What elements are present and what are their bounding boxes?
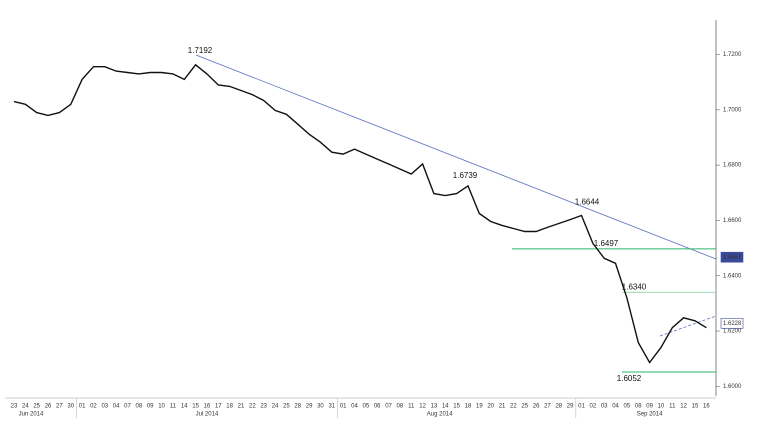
x-tick-label: 24 [272,404,279,410]
annotation: 1.7192 [188,46,213,55]
x-tick-label: 12 [419,404,426,410]
x-tick-label: 25 [521,404,528,410]
x-tick-label: 30 [67,404,74,410]
x-tick-label: 08 [136,404,143,410]
annotation: 1.6340 [622,282,647,291]
x-tick-label: 09 [147,404,154,410]
x-tick-label: 28 [555,404,562,410]
x-tick-label: 11 [669,404,676,410]
x-tick-label: 02 [590,404,597,410]
x-tick-label: 27 [56,404,63,410]
x-tick-label: 10 [658,404,665,410]
x-tick-label: 16 [703,404,710,410]
x-tick-label: 23 [11,404,18,410]
x-tick-label: 04 [351,404,358,410]
x-tick-label: 27 [544,404,551,410]
x-tick-label: 04 [612,404,619,410]
x-tick-label: 22 [510,404,517,410]
annotation: 1.6739 [453,171,478,180]
x-tick-label: 07 [385,404,392,410]
annotation: 1.6644 [575,197,600,206]
x-tick-label: 19 [476,404,483,410]
month-label: Aug 2014 [427,412,453,418]
x-tick-label: 16 [204,404,211,410]
x-tick-label: 15 [692,404,699,410]
x-tick-label: 01 [79,404,86,410]
y-tick-label: 1.6200 [723,329,742,335]
annotation: 1.6497 [594,239,619,248]
x-tick-label: 13 [431,404,438,410]
x-tick-label: 10 [158,404,165,410]
x-tick-label: 08 [635,404,642,410]
x-tick-label: 14 [442,404,449,410]
x-tick-label: 29 [567,404,574,410]
y-tick-label: 1.7200 [723,52,742,58]
price-marker-label: 1.6228 [723,321,742,327]
x-tick-label: 15 [453,404,460,410]
y-tick-label: 1.7000 [723,107,742,113]
y-tick-label: 1.6800 [723,163,742,169]
x-tick-label: 31 [328,404,335,410]
x-tick-label: 30 [317,404,324,410]
trend-line [195,54,717,260]
month-label: Jul 2014 [196,412,219,418]
x-tick-label: 20 [487,404,494,410]
y-tick-label: 1.6000 [723,384,742,390]
x-tick-label: 07 [124,404,131,410]
x-tick-label: 02 [90,404,97,410]
x-tick-label: 01 [340,404,347,410]
x-tick-label: 18 [226,404,233,410]
x-tick-label: 08 [397,404,404,410]
x-tick-label: 26 [45,404,52,410]
month-label: Jun 2014 [19,412,44,418]
y-tick-label: 1.6400 [723,273,742,279]
x-tick-label: 05 [624,404,631,410]
price-marker [720,317,744,329]
x-tick-label: 09 [646,404,653,410]
x-tick-label: 06 [374,404,381,410]
x-tick-label: 11 [170,404,177,410]
x-tick-label: 03 [101,404,108,410]
x-tick-label: 21 [238,404,245,410]
x-tick-label: 01 [578,404,585,410]
x-tick-label: 17 [215,404,222,410]
price-marker-label: 1.6467 [723,255,742,261]
x-tick-label: 24 [22,404,29,410]
x-tick-label: 04 [113,404,120,410]
x-tick-label: 29 [306,404,313,410]
annotation: 1.6052 [617,374,642,383]
x-tick-label: 25 [33,404,40,410]
x-tick-label: 22 [249,404,256,410]
x-tick-label: 15 [192,404,199,410]
x-tick-label: 25 [283,404,290,410]
month-label: Sep 2014 [637,412,663,418]
y-tick-label: 1.6600 [723,218,742,224]
x-tick-label: 03 [601,404,608,410]
x-tick-label: 18 [465,404,472,410]
x-tick-label: 26 [533,404,540,410]
price-line [13,63,707,364]
x-tick-label: 05 [363,404,370,410]
x-tick-label: 21 [499,404,506,410]
x-tick-label: 14 [181,404,188,410]
x-tick-label: 12 [680,404,687,410]
x-tick-label: 28 [294,404,301,410]
price-marker [720,251,744,263]
x-tick-label: 11 [408,404,415,410]
x-tick-label: 23 [260,404,267,410]
